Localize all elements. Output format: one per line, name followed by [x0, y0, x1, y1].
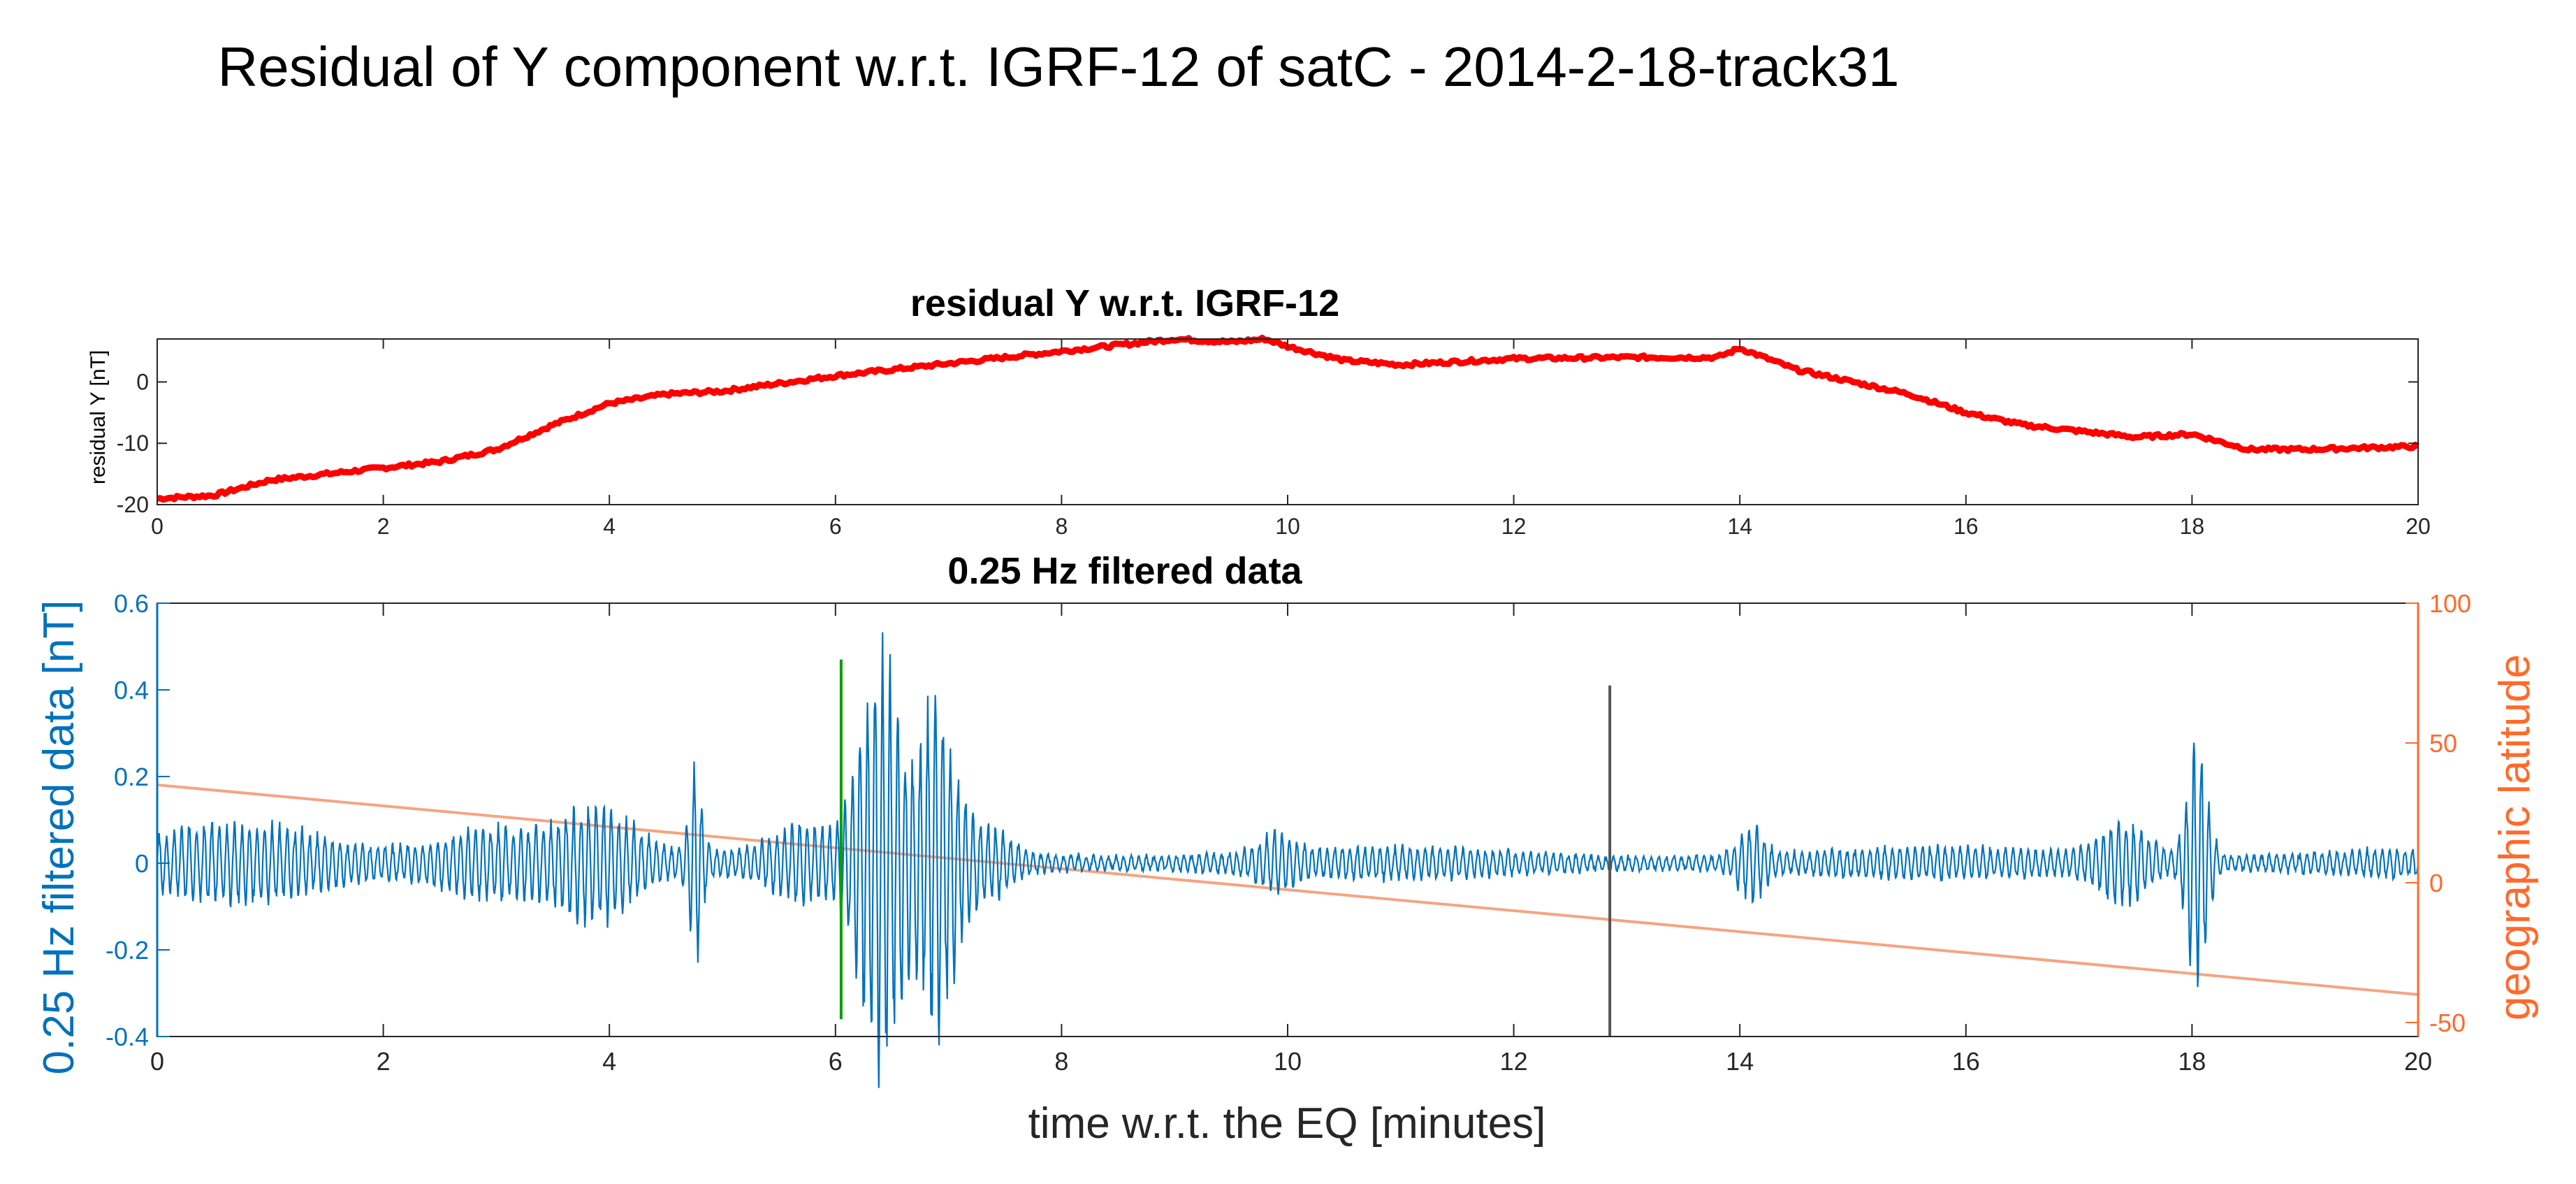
latitude-ytick-label: 0 [2429, 869, 2443, 897]
filtered-xtick-label: 0 [150, 1047, 164, 1076]
residual-plot-yticks: -20 -10 0 [117, 369, 2418, 517]
filtered-plot-ylabel-left: 0.25 Hz filtered data [nT] [35, 600, 83, 1075]
residual-xtick-label: 2 [377, 514, 390, 539]
latitude-ytick-label: 50 [2429, 729, 2457, 758]
filtered-plot-ylabel-right: geographic latitude [2491, 654, 2539, 1020]
residual-ytick-label: -10 [117, 431, 149, 456]
residual-xtick-label: 10 [1275, 514, 1300, 539]
residual-xtick-label: 18 [2180, 514, 2205, 539]
latitude-ytick-label: -50 [2429, 1009, 2466, 1037]
filtered-plot-series [156, 632, 2419, 1088]
filtered-xtick-label: 12 [1500, 1047, 1528, 1076]
residual-plot-xticks: 0 2 4 6 8 10 12 14 16 18 20 [151, 339, 2431, 539]
filtered-plot-xticks: 0 2 4 6 8 10 12 14 16 18 20 [150, 603, 2432, 1076]
latitude-line [157, 784, 2419, 996]
latitude-ytick-label: 100 [2429, 589, 2471, 618]
filtered-xtick-label: 20 [2404, 1047, 2432, 1076]
filtered-ytick-label: 0.2 [114, 763, 149, 791]
filtered-xtick-label: 16 [1952, 1047, 1980, 1076]
filtered-xtick-label: 10 [1274, 1047, 1302, 1076]
residual-xtick-label: 0 [151, 514, 163, 539]
filtered-ytick-label: -0.4 [105, 1023, 149, 1051]
filtered-xtick-label: 2 [377, 1047, 391, 1076]
filtered-plot-yticks-right: -50 0 50 100 [2406, 589, 2471, 1037]
filtered-plot-yticks-left: -0.4 -0.2 0 0.2 0.4 0.6 [105, 589, 170, 1051]
filtered-ytick-label: 0.4 [114, 676, 149, 705]
residual-xtick-label: 20 [2406, 514, 2431, 539]
residual-plot: residual Y w.r.t. IGRF-12 residual Y [nT… [87, 282, 2431, 539]
filtered-xtick-label: 4 [602, 1047, 616, 1076]
residual-xtick-label: 8 [1056, 514, 1068, 539]
filtered-plot-xlabel: time w.r.t. the EQ [minutes] [1028, 1099, 1546, 1148]
residual-line [157, 334, 2420, 503]
residual-ytick-label: 0 [136, 369, 149, 394]
filtered-plot: 0.25 Hz filtered data 0.25 Hz filtered d… [35, 550, 2539, 1148]
residual-plot-axes-box [157, 338, 2419, 505]
filtered-plot-markers [839, 659, 1612, 1037]
filtered-xtick-label: 8 [1054, 1047, 1068, 1076]
figure-title: Residual of Y component w.r.t. IGRF-12 o… [217, 36, 1900, 98]
residual-xtick-label: 14 [1727, 514, 1752, 539]
residual-xtick-label: 6 [829, 514, 842, 539]
filtered-signal-line [156, 632, 2419, 1088]
filtered-ytick-label: 0.6 [114, 589, 149, 618]
filtered-plot-title: 0.25 Hz filtered data [947, 550, 1302, 592]
filtered-ytick-label: -0.2 [105, 936, 149, 965]
filtered-plot-axes-box [157, 602, 2419, 1037]
filtered-xtick-label: 14 [1726, 1047, 1754, 1076]
filtered-xtick-label: 6 [829, 1047, 843, 1076]
residual-xtick-label: 16 [1953, 514, 1979, 539]
residual-xtick-label: 4 [603, 514, 616, 539]
residual-ytick-label: -20 [117, 492, 149, 517]
residual-plot-series [157, 334, 2420, 503]
residual-plot-title: residual Y w.r.t. IGRF-12 [910, 282, 1339, 324]
residual-plot-ylabel: residual Y [nT] [87, 350, 110, 484]
filtered-ytick-label: 0 [135, 849, 149, 878]
residual-xtick-label: 12 [1501, 514, 1527, 539]
filtered-xtick-label: 18 [2178, 1047, 2206, 1076]
